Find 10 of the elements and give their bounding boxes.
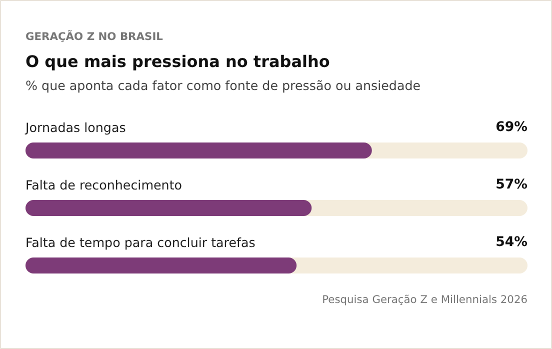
data-label: 57% — [496, 178, 528, 192]
y-tick-label: Falta de tempo para concluir tarefas — [26, 235, 256, 250]
text: Pesquisa Geração Z e Millennials 2026 — [322, 293, 528, 306]
chart-title: O que mais pressiona no trabalho — [26, 52, 330, 71]
data-label: 54% — [496, 235, 528, 250]
data-label: 69% — [496, 120, 528, 135]
chart-subtitle: % que aponta cada fator como fonte de pressão ou ansiedade — [26, 78, 421, 93]
y-tick-label: Falta de reconhecimento — [26, 178, 182, 192]
text: GERAÇÃO Z NO BRASIL — [26, 30, 164, 43]
y-tick-label: Jornadas longas — [24, 120, 126, 135]
